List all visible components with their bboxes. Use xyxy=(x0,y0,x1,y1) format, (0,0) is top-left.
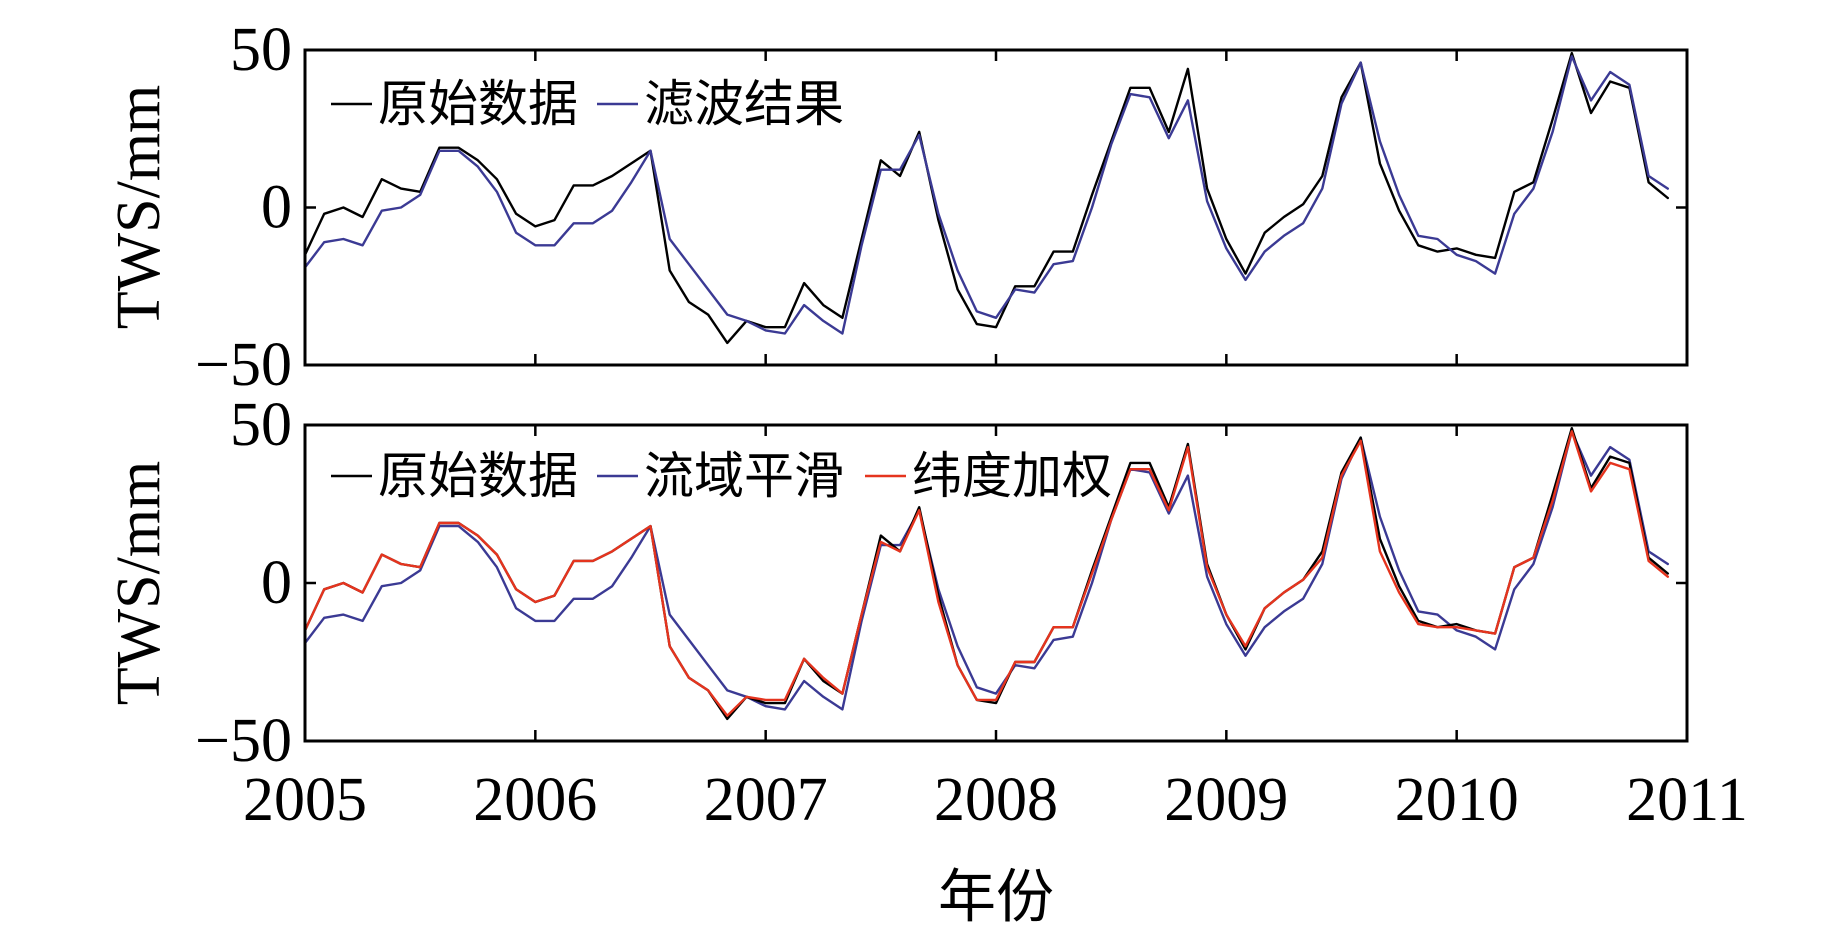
x-tick-label-2011: 2011 xyxy=(1626,766,1748,834)
legend-label-raw-data: 原始数据 xyxy=(378,448,578,504)
bottom-legend: 原始数据 流域平滑 纬度加权 xyxy=(331,448,1112,504)
x-axis-label: 年份 xyxy=(938,865,1054,930)
x-tick-label-2006: 2006 xyxy=(473,766,597,834)
bottom-y-tick-label-minus-50: −50 xyxy=(195,707,292,775)
legend-label-raw-data: 原始数据 xyxy=(378,76,578,132)
x-tick-label-2005: 2005 xyxy=(243,766,367,834)
top-y-tick-label-minus-50: −50 xyxy=(195,331,292,399)
legend-label-basin-smoothing: 流域平滑 xyxy=(644,448,844,504)
top-y-tick-label-50: 50 xyxy=(230,16,292,84)
bottom-latitude-weighted-line xyxy=(305,430,1669,717)
bottom-basin-smoothing-line xyxy=(305,430,1669,711)
x-tick-label-2008: 2008 xyxy=(934,766,1058,834)
legend-label-filtered-result: 滤波结果 xyxy=(644,76,844,132)
top-raw-data-line xyxy=(305,51,1669,345)
top-panel: 50 0 −50 TWS/mm 原始数据 滤波结果 xyxy=(105,16,1689,399)
top-y-tick-label-0: 0 xyxy=(261,174,292,242)
legend-label-latitude-weighted: 纬度加权 xyxy=(912,448,1112,504)
top-legend: 原始数据 滤波结果 xyxy=(331,76,844,132)
x-tick-label-2009: 2009 xyxy=(1164,766,1288,834)
bottom-y-axis-label: TWS/mm xyxy=(105,461,173,706)
x-tick-label-2007: 2007 xyxy=(704,766,828,834)
bottom-y-tick-label-50: 50 xyxy=(230,391,292,459)
top-tick-marks xyxy=(305,50,1687,365)
bottom-tick-marks xyxy=(305,425,1687,741)
bottom-panel: 50 0 −50 TWS/mm 原始数据 流域平滑 纬度加权 2005 2006… xyxy=(105,391,1748,930)
top-y-axis-label: TWS/mm xyxy=(105,85,173,330)
top-filtered-result-line xyxy=(305,55,1669,335)
x-tick-label-2010: 2010 xyxy=(1395,766,1519,834)
bottom-y-tick-label-0: 0 xyxy=(261,549,292,617)
